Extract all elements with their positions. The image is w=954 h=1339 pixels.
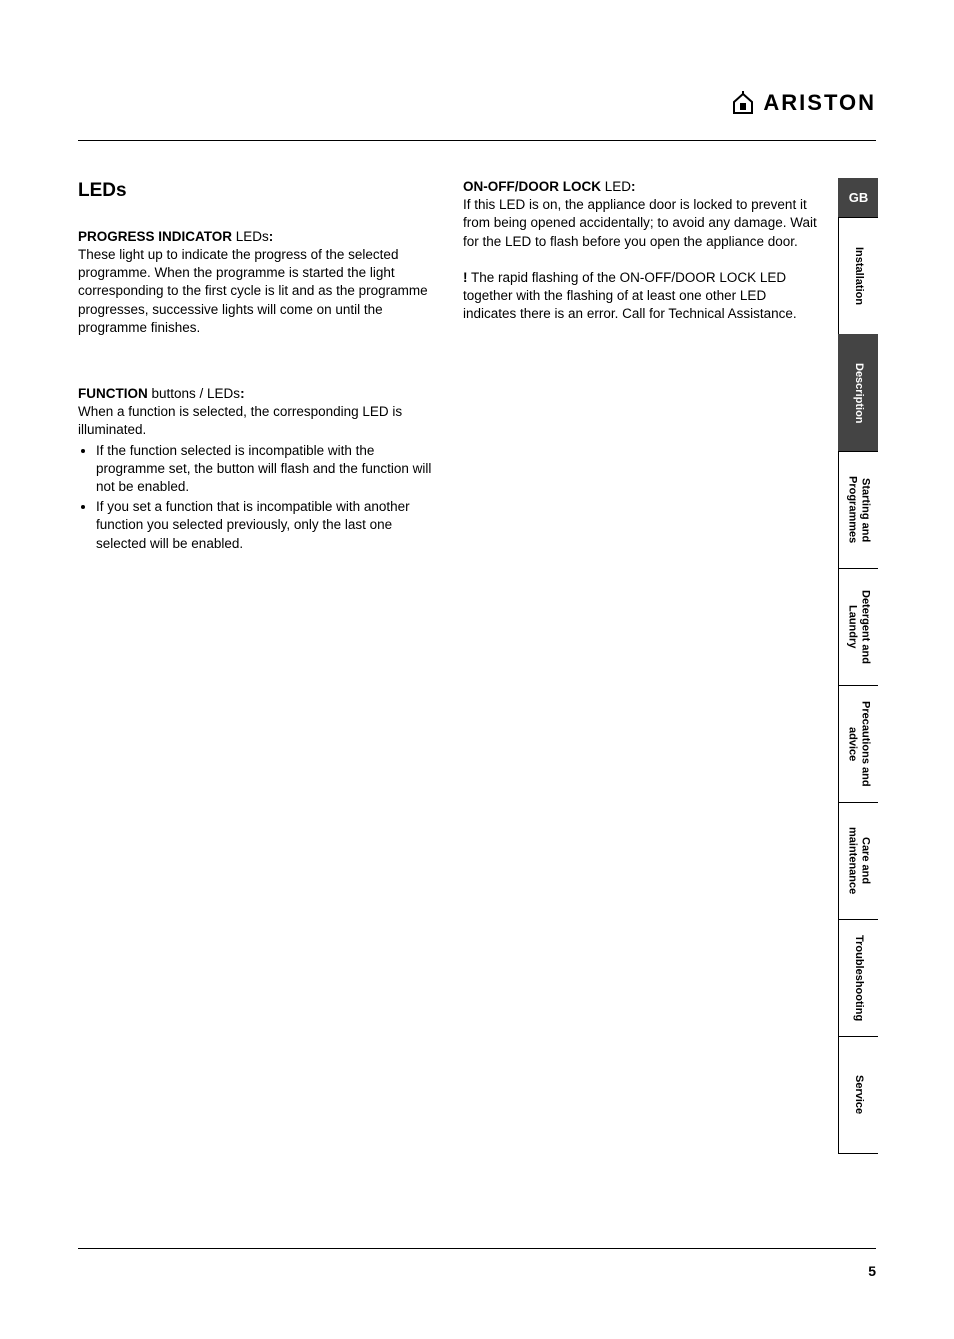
tab-label: Starting and Programmes [845,476,871,543]
onoff-body: If this LED is on, the appliance door is… [463,197,817,248]
progress-indicator-block: PROGRESS INDICATOR LEDs: These light up … [78,228,433,337]
brand-logo: ARISTON [731,90,876,116]
tab-troubleshooting[interactable]: Troubleshooting [838,919,878,1037]
brand-name: ARISTON [763,90,876,116]
tab-label: Service [852,1075,865,1114]
tab-starting-programmes[interactable]: Starting and Programmes [838,451,878,569]
tab-language-label: GB [849,190,869,206]
tab-label: Care and maintenance [845,827,871,894]
progress-colon: : [269,229,274,244]
function-block: FUNCTION buttons / LEDs: When a function… [78,385,433,553]
warn-body: The rapid flashing of the ON-OFF/DOOR LO… [463,270,797,321]
brand-house-icon [731,91,755,115]
onoff-block: ON-OFF/DOOR LOCK LED: If this LED is on,… [463,178,818,251]
function-label-bold: FUNCTION [78,386,148,401]
tab-care-maintenance[interactable]: Care and maintenance [838,802,878,920]
leds-heading: LEDs [78,178,433,204]
tab-label: Detergent and Laundry [845,590,871,664]
progress-label-tail: LEDs [232,229,269,244]
right-column: ON-OFF/DOOR LOCK LED: If this LED is on,… [463,178,818,571]
tab-description[interactable]: Description [838,334,878,452]
list-item: If you set a function that is incompatib… [96,498,433,553]
onoff-label-bold: ON-OFF/DOOR LOCK [463,179,601,194]
tab-service[interactable]: Service [838,1036,878,1154]
page-number: 5 [868,1263,876,1279]
function-colon: : [240,386,245,401]
list-item: If the function selected is incompatible… [96,442,433,497]
progress-label-bold: PROGRESS INDICATOR [78,229,232,244]
tab-label: Installation [852,247,865,305]
tab-label: Troubleshooting [852,935,865,1021]
left-column: LEDs PROGRESS INDICATOR LEDs: These ligh… [78,178,433,571]
progress-body: These light up to indicate the progress … [78,247,428,335]
onoff-colon: : [631,179,636,194]
side-tabs: GB Installation Description Starting and… [838,178,878,1153]
tab-language[interactable]: GB [838,178,878,218]
tab-installation[interactable]: Installation [838,217,878,335]
tab-label: Description [852,363,865,424]
function-bullets: If the function selected is incompatible… [78,442,433,553]
page-body: ARISTON LEDs PROGRESS INDICATOR LEDs: Th… [78,90,876,1279]
function-label-tail: buttons / LEDs [148,386,240,401]
bottom-rule [78,1248,876,1249]
function-intro: When a function is selected, the corresp… [78,404,402,437]
tab-label: Precautions and advice [845,701,871,787]
warning-block: ! The rapid flashing of the ON-OFF/DOOR … [463,269,818,324]
onoff-label-tail: LED [601,179,631,194]
tab-precautions-advice[interactable]: Precautions and advice [838,685,878,803]
tab-detergent-laundry[interactable]: Detergent and Laundry [838,568,878,686]
top-rule [78,140,876,141]
content-columns: LEDs PROGRESS INDICATOR LEDs: These ligh… [78,178,818,571]
